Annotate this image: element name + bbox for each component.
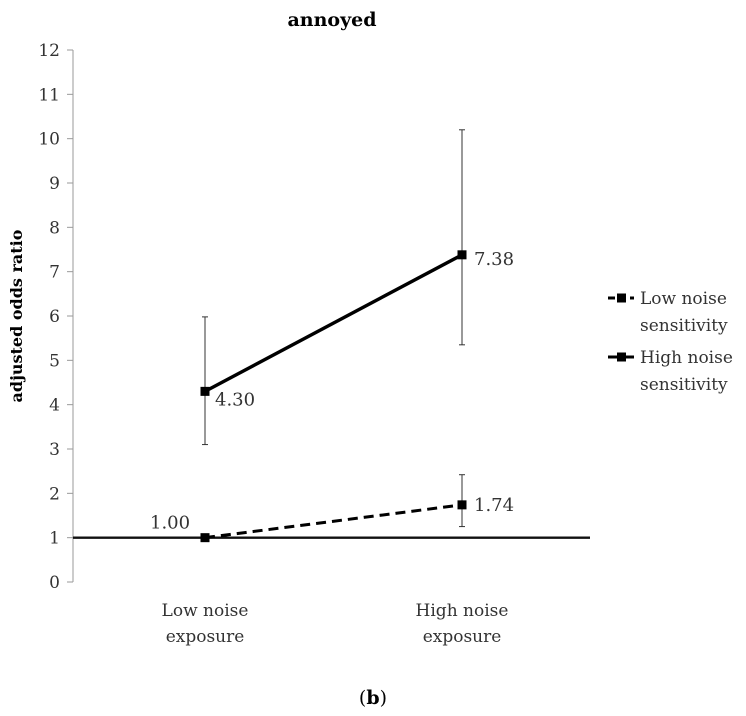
y-tick-label: 6 (49, 307, 60, 327)
y-tick-label: 12 (38, 41, 60, 61)
y-tick-label: 0 (49, 573, 60, 593)
series-group: 1.00 1.74 4.30 7.38 (150, 129, 514, 543)
legend-entry-label: Low noise sensitivity (640, 289, 728, 336)
y-tick-label: 9 (49, 174, 60, 194)
series-low-noise-sensitivity: 1.00 1.74 (150, 474, 514, 543)
x-category-label: High noise exposure (416, 601, 509, 647)
data-point (200, 533, 210, 543)
data-label: 1.00 (150, 513, 190, 534)
series-line (204, 503, 463, 540)
figure-caption: (b) (359, 687, 387, 709)
data-label: 1.74 (474, 495, 514, 516)
x-category-label: Low noise exposure (162, 601, 249, 647)
series-high-noise-sensitivity: 4.30 7.38 (200, 129, 514, 446)
y-tick-label: 2 (49, 484, 60, 504)
y-tick-label: 5 (49, 351, 60, 371)
data-point (200, 386, 210, 396)
y-tick-label: 11 (38, 85, 60, 105)
x-category-labels: Low noise exposure High noise exposure (162, 601, 509, 647)
data-label: 4.30 (215, 389, 255, 410)
data-point (457, 500, 467, 510)
data-point (457, 250, 467, 260)
y-tick-label: 3 (49, 440, 60, 460)
chart-title: annoyed (287, 9, 376, 31)
y-tick-label: 4 (49, 396, 60, 416)
y-tick-label: 7 (49, 263, 60, 283)
legend-swatch-marker (617, 352, 626, 362)
y-tick-label: 8 (49, 218, 60, 238)
legend: Low noise sensitivity High noise sensitivit… (608, 289, 733, 395)
legend-swatch-marker (617, 293, 626, 303)
y-tick-label: 10 (38, 130, 60, 150)
legend-entry-label: High noise sensitivity (640, 348, 733, 395)
y-axis-label: adjusted odds ratio (7, 229, 26, 402)
y-tick-label: 1 (49, 529, 60, 549)
data-label: 7.38 (474, 249, 514, 270)
series-line (204, 253, 463, 393)
